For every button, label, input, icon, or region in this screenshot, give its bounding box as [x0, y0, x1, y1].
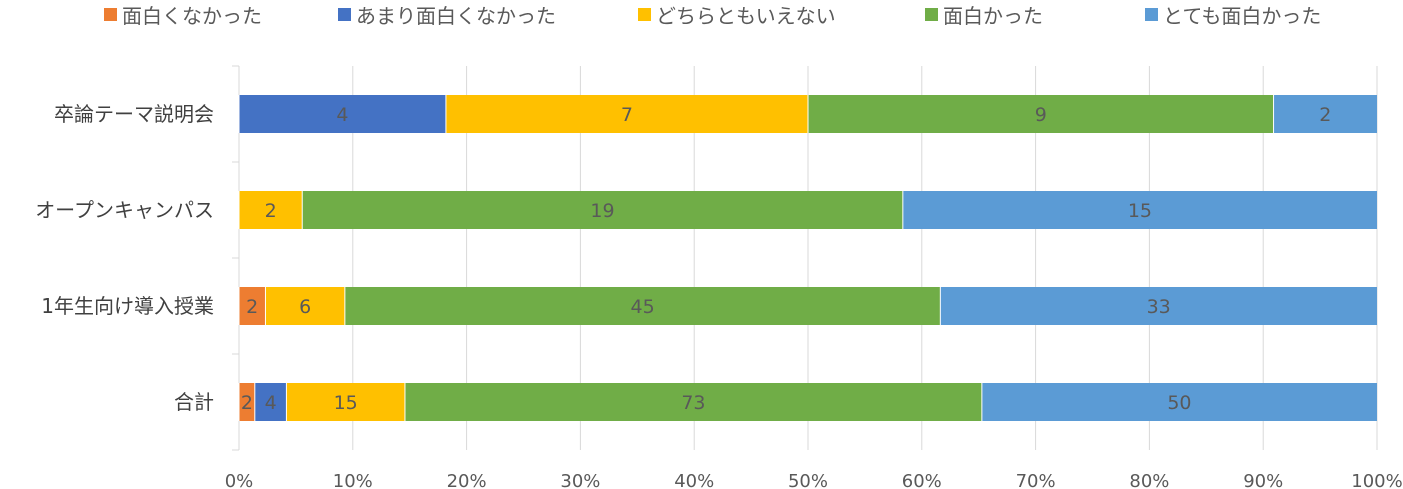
x-tick-label: 90% — [1243, 471, 1283, 489]
bar-segment — [902, 191, 1377, 229]
legend-swatch — [104, 7, 117, 21]
bar-segment — [254, 383, 287, 421]
bar-segment — [445, 95, 808, 133]
bar-segment — [302, 191, 903, 229]
legend-swatch — [1145, 7, 1158, 21]
legend-item: 面白かった — [925, 1, 1043, 28]
data-label: 45 — [630, 296, 654, 318]
legend-swatch — [338, 7, 351, 21]
x-tick-label: 70% — [1016, 471, 1056, 489]
data-label: 15 — [334, 392, 358, 414]
legend-label: とても面白かった — [1163, 3, 1322, 28]
bar-segment — [344, 287, 941, 325]
legend-label: あまり面白くなかった — [356, 3, 556, 28]
bar-segment — [981, 383, 1377, 421]
bar-segment — [808, 95, 1274, 133]
data-label: 2 — [246, 296, 258, 318]
data-label: 33 — [1147, 296, 1171, 318]
bar-segment — [239, 383, 255, 421]
bar-segment — [239, 287, 266, 325]
legend-item: あまり面白くなかった — [338, 1, 556, 28]
data-label: 19 — [590, 200, 614, 222]
bar-segment — [239, 191, 303, 229]
bar-segment — [1273, 95, 1377, 133]
x-tick-labels: 0% 10% 20% 30% 40% 50% 60% 70% 80% 90% 100% — [225, 471, 1403, 489]
x-tick-label: 30% — [560, 471, 600, 489]
category-label: オープンキャンパス — [35, 198, 214, 222]
x-tick-label: 40% — [674, 471, 714, 489]
data-label: 7 — [621, 104, 633, 126]
x-tick-label: 60% — [902, 471, 942, 489]
category-label: 合計 — [174, 390, 214, 414]
data-label: 4 — [336, 104, 348, 126]
data-label: 50 — [1167, 392, 1191, 414]
chart-legend: 面白くなかった あまり面白くなかった どちらともいえない 面白かった とても面白かった — [0, 0, 1403, 28]
legend-swatch — [925, 7, 938, 21]
category-label: 卒論テーマ説明会 — [54, 102, 214, 126]
bars: 4 7 9 22 19 152 6 45 332 4 15 73 50 — [238, 95, 1377, 421]
data-label: 4 — [265, 392, 277, 414]
bar-segment — [940, 287, 1377, 325]
legend-swatch — [638, 7, 651, 21]
legend-item: どちらともいえない — [638, 1, 836, 28]
legend-label: 面白かった — [943, 3, 1043, 28]
x-tick-label: 100% — [1351, 471, 1402, 489]
data-label: 73 — [681, 392, 705, 414]
legend-label: 面白くなかった — [122, 3, 262, 28]
data-label: 15 — [1128, 200, 1152, 222]
legend-label: どちらともいえない — [656, 3, 836, 28]
x-tick-label: 20% — [447, 471, 487, 489]
bar-segment — [404, 383, 982, 421]
data-label: 6 — [299, 296, 311, 318]
data-label: 2 — [265, 200, 277, 222]
bar-segment — [239, 95, 446, 133]
data-label: 2 — [1319, 104, 1331, 126]
bar-segment — [265, 287, 345, 325]
x-tick-label: 80% — [1129, 471, 1169, 489]
data-label: 2 — [241, 392, 253, 414]
bar-segment — [286, 383, 405, 421]
data-label: 9 — [1035, 104, 1047, 126]
x-tick-label: 10% — [333, 471, 373, 489]
category-label: 1年生向け導入授業 — [41, 294, 214, 318]
legend-item: とても面白かった — [1145, 1, 1322, 28]
legend-item: 面白くなかった — [104, 1, 262, 28]
x-tick-label: 50% — [788, 471, 828, 489]
x-tick-label: 0% — [225, 471, 254, 489]
